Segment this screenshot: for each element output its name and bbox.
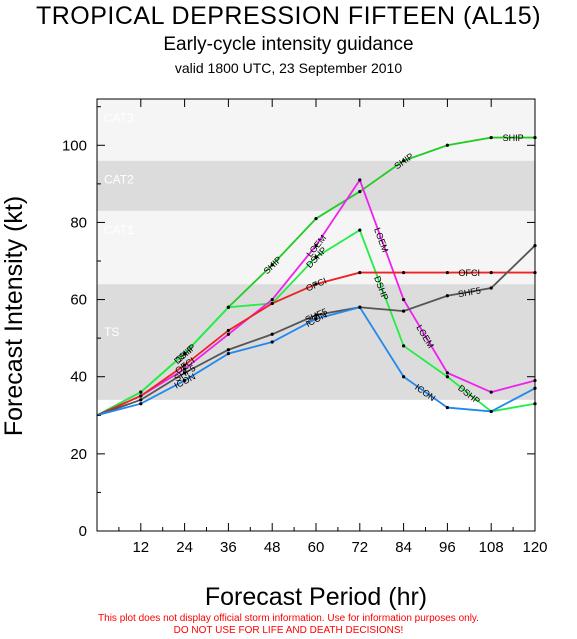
point-shf5-84	[402, 309, 406, 313]
point-ofci-60	[314, 282, 318, 286]
y-tick-label-100: 100	[62, 137, 87, 154]
disclaimer-line-2: DO NOT USE FOR LIFE AND DEATH DECISIONS!	[173, 625, 404, 636]
x-axis-label: Forecast Period (hr)	[205, 583, 427, 611]
intensity-bands: TS CAT1 CAT2 CAT3	[97, 99, 535, 531]
x-tick-label-84: 84	[395, 539, 412, 556]
point-ship-84	[402, 159, 406, 163]
axes: 12 24 36 48 60 72 84 96 108 120 0 20 40 60 80 100	[62, 98, 548, 556]
band-label-cat1: CAT1	[104, 223, 134, 237]
point-dshp-36	[226, 305, 230, 309]
point-shf5-12	[139, 398, 143, 402]
x-tick-label-120: 120	[522, 539, 547, 556]
point-icon-36	[226, 351, 230, 356]
series-label-shf5-2: SHF5	[457, 285, 481, 299]
band-cat3	[97, 99, 535, 161]
series-label-text-ship-3: SHIP	[503, 133, 524, 143]
chart-valid-time: valid 1800 UTC, 23 September 2010	[174, 60, 403, 76]
point-lgem-72	[358, 178, 362, 182]
point-icon-24	[183, 378, 187, 383]
y-axis-label: Forecast Intensity (kt)	[0, 196, 28, 436]
point-icon-96	[445, 405, 449, 410]
point-dshp-96	[445, 375, 449, 379]
point-lgem-96	[445, 371, 449, 375]
point-shf5-96	[445, 294, 449, 298]
point-lgem-60	[314, 243, 318, 248]
point-ofci-36	[226, 328, 230, 333]
band-label-cat3: CAT3	[104, 111, 134, 125]
point-icon-60	[314, 317, 318, 321]
point-ofci-48	[270, 301, 274, 306]
point-ofci-24	[183, 363, 187, 367]
disclaimer-line-1: This plot does not display official stor…	[98, 613, 479, 624]
point-dshp-12	[139, 390, 143, 394]
series-label-ofci-2: OFCI	[459, 268, 481, 278]
point-shf5-24	[183, 371, 187, 375]
series-label-ship-3: SHIP	[503, 133, 524, 143]
point-ship-72	[358, 189, 362, 194]
x-tick-label-60: 60	[308, 539, 325, 556]
point-dshp-24	[183, 351, 187, 356]
point-ship-96	[445, 143, 449, 147]
point-lgem-48	[270, 297, 274, 302]
point-shf5-108	[489, 286, 493, 290]
point-icon-84	[402, 375, 406, 379]
point-dshp-60	[314, 255, 318, 259]
point-lgem-108	[489, 390, 493, 394]
point-ship-48	[270, 263, 274, 267]
y-tick-label-20: 20	[70, 446, 87, 463]
y-tick-label-60: 60	[70, 292, 87, 309]
point-dshp-84	[402, 344, 406, 348]
point-ship-60	[314, 216, 318, 221]
point-icon-72	[358, 305, 362, 309]
x-tick-label-48: 48	[264, 539, 281, 556]
y-tick-label-80: 80	[70, 214, 87, 231]
x-tick-label-36: 36	[220, 539, 237, 556]
point-icon-48	[270, 340, 274, 344]
point-ofci-108	[489, 270, 493, 275]
x-tick-label-96: 96	[439, 539, 456, 556]
point-shf5-60	[314, 313, 318, 317]
x-tick-label-72: 72	[351, 539, 368, 556]
point-shf5-48	[270, 332, 274, 336]
point-ofci-96	[445, 270, 449, 275]
band-label-cat2: CAT2	[104, 173, 134, 187]
band-ts	[97, 284, 535, 400]
point-ofci-12	[139, 394, 143, 398]
x-tick-label-24: 24	[176, 539, 193, 556]
series-label-text-ofci-2: OFCI	[459, 268, 481, 278]
x-tick-label-108: 108	[479, 539, 504, 556]
point-lgem-36	[226, 332, 230, 336]
point-ship-108	[489, 135, 493, 140]
band-label-ts: TS	[104, 325, 119, 339]
y-tick-label-40: 40	[70, 369, 87, 386]
point-ofci-84	[402, 270, 406, 275]
series-label-text-shf5-2: SHF5	[457, 285, 481, 299]
point-dshp-72	[358, 228, 362, 232]
chart-subtitle: Early-cycle intensity guidance	[163, 34, 414, 55]
point-lgem-84	[402, 297, 406, 302]
point-ofci-72	[358, 270, 362, 275]
band-cat2	[97, 160, 535, 211]
point-icon-12	[139, 402, 143, 406]
x-tick-label-12: 12	[132, 539, 149, 556]
chart-title: TROPICAL DEPRESSION FIFTEEN (AL15)	[35, 2, 542, 30]
point-shf5-36	[226, 348, 230, 352]
y-tick-label-0: 0	[79, 523, 87, 540]
point-lgem-24	[183, 367, 187, 371]
point-icon-108	[489, 409, 493, 414]
